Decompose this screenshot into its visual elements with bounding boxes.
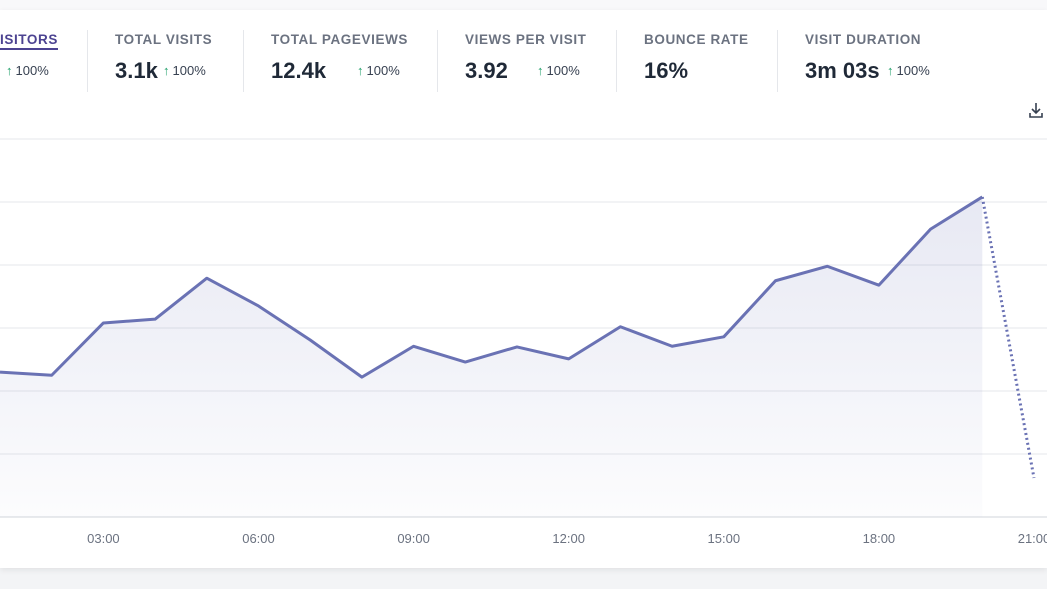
metric-value: 3.92 bbox=[465, 58, 508, 83]
divider bbox=[616, 30, 617, 92]
download-icon[interactable] bbox=[1029, 103, 1043, 118]
arrow-icon: ↑ bbox=[6, 63, 13, 78]
x-tick-label: 15:00 bbox=[708, 531, 741, 546]
x-tick-label: 18:00 bbox=[863, 531, 896, 546]
x-tick-label: 09:00 bbox=[397, 531, 430, 546]
metric-change-text: 100% bbox=[546, 63, 580, 78]
top-strip bbox=[0, 0, 1047, 10]
metric-label: ISITORS bbox=[0, 32, 58, 50]
metric-label: TOTAL PAGEVIEWS bbox=[271, 32, 409, 47]
arrow-icon: ↑ bbox=[537, 63, 544, 78]
metric-value: 3.1k bbox=[115, 58, 158, 83]
line bbox=[0, 195, 984, 379]
metric-change: ↑ 100% bbox=[887, 63, 930, 78]
metric-value: 12.4k bbox=[271, 58, 327, 83]
metric-change: ↑ 100% bbox=[357, 63, 400, 78]
area bbox=[0, 196, 983, 517]
metric-change: ↑ 100% bbox=[537, 63, 580, 78]
divider bbox=[437, 30, 438, 92]
chart: 03:00 06:00 09:00 12:00 15:00 18:00 21:00 bbox=[0, 103, 1047, 546]
metric-value: 16% bbox=[644, 58, 689, 83]
metric-value: 3m 03s bbox=[805, 58, 880, 83]
divider bbox=[243, 30, 244, 92]
metric-change: ↑ 100% bbox=[6, 63, 49, 78]
metric-label: VISIT DURATION bbox=[805, 32, 922, 47]
metric-label: BOUNCE RATE bbox=[644, 32, 749, 47]
metric-change-text: 100% bbox=[172, 63, 206, 78]
metric-label: TOTAL VISITS bbox=[115, 32, 213, 47]
x-tick-label: 12:00 bbox=[552, 531, 585, 546]
x-tick-label: 06:00 bbox=[242, 531, 275, 546]
metric-change-text: 100% bbox=[366, 63, 400, 78]
arrow-icon: ↑ bbox=[887, 63, 894, 78]
divider bbox=[777, 30, 778, 92]
arrow-icon: ↑ bbox=[163, 63, 170, 78]
metric-change-text: 100% bbox=[896, 63, 930, 78]
metric-change-text: 100% bbox=[15, 63, 49, 78]
x-tick-label: 21:00 bbox=[1018, 531, 1047, 546]
x-tick-label: 03:00 bbox=[87, 531, 120, 546]
metric-label: VIEWS PER VISIT bbox=[465, 32, 587, 47]
divider bbox=[87, 30, 88, 92]
metric-change: ↑ 100% bbox=[163, 63, 206, 78]
arrow-icon: ↑ bbox=[357, 63, 364, 78]
line-incomplete bbox=[980, 196, 1036, 479]
